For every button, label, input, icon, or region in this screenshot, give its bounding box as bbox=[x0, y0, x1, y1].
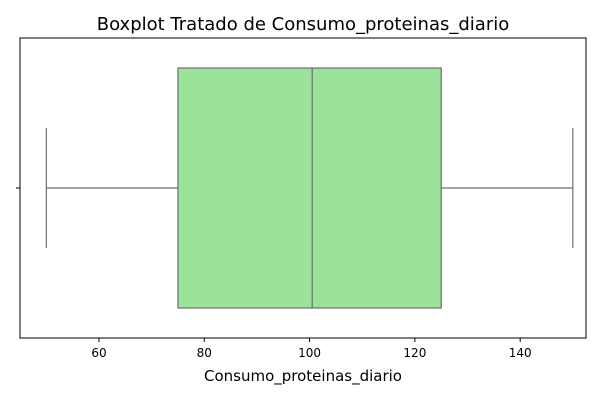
x-tick-label: 100 bbox=[298, 346, 321, 360]
iqr-box bbox=[177, 67, 442, 309]
boxplot bbox=[45, 67, 574, 309]
x-tick-label: 140 bbox=[509, 346, 532, 360]
x-tick-label: 60 bbox=[91, 346, 106, 360]
x-tick-label: 120 bbox=[403, 346, 426, 360]
x-tick-label: 80 bbox=[197, 346, 212, 360]
x-axis-label: Consumo_proteinas_diario bbox=[204, 367, 402, 386]
x-axis: 60 80 100 120 140 bbox=[91, 338, 532, 360]
chart-title: Boxplot Tratado de Consumo_proteinas_dia… bbox=[97, 14, 510, 35]
